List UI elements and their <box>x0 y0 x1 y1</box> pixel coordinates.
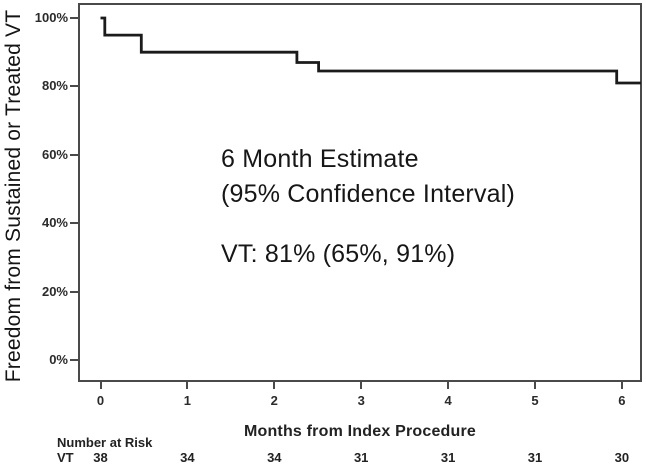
x-tick-mark <box>99 382 102 389</box>
km-curve-svg <box>100 16 641 85</box>
x-tick-label: 5 <box>531 393 539 408</box>
x-tick-label: 0 <box>96 393 105 408</box>
plot-area: 6 Month Estimate (95% Confidence Interva… <box>78 3 642 382</box>
estimate-annotation: 6 Month Estimate (95% Confidence Interva… <box>221 142 515 272</box>
y-tick-mark <box>70 17 78 19</box>
y-tick-label: 60% <box>41 146 68 162</box>
x-tick-mark <box>534 382 536 389</box>
y-axis-title: Freedom from Sustained or Treated VT <box>2 9 25 383</box>
risk-value: 34 <box>267 450 282 465</box>
x-axis-title: Months from Index Procedure <box>243 423 477 440</box>
x-tick-mark <box>620 382 623 389</box>
annotation-subheading: (95% Confidence Interval) <box>221 180 516 208</box>
y-tick-mark <box>70 85 78 88</box>
x-tick-label: 3 <box>357 393 365 408</box>
km-curve <box>100 16 641 85</box>
y-tick-mark <box>70 153 78 156</box>
x-tick-mark <box>186 382 189 389</box>
x-tick-label: 2 <box>270 393 278 408</box>
risk-value: 30 <box>614 450 630 465</box>
annotation-heading: 6 Month Estimate <box>221 145 419 173</box>
risk-value: 38 <box>93 450 108 465</box>
annotation-estimate-value: VT: 81% (65%, 91%) <box>221 240 456 268</box>
x-tick-label: 4 <box>444 393 452 408</box>
risk-value: 31 <box>440 450 456 465</box>
x-tick-mark <box>447 382 450 389</box>
y-tick-label: 40% <box>41 215 68 231</box>
risk-row-label: VT <box>57 450 74 465</box>
x-tick-mark <box>360 382 363 389</box>
risk-value: 31 <box>527 450 543 465</box>
x-tick-label: 1 <box>183 393 191 408</box>
number-at-risk-title: Number at Risk <box>57 435 153 450</box>
x-tick-label: 6 <box>618 393 626 408</box>
y-tick-label: 100% <box>34 10 68 25</box>
risk-value: 31 <box>353 450 369 465</box>
y-tick-label: 0% <box>49 352 68 367</box>
y-tick-mark <box>70 359 78 361</box>
y-tick-label: 80% <box>41 78 68 94</box>
y-tick-label: 20% <box>41 283 68 299</box>
x-tick-mark <box>273 382 276 389</box>
risk-value: 34 <box>180 450 195 465</box>
y-tick-mark <box>70 290 78 293</box>
y-tick-mark <box>70 222 78 225</box>
